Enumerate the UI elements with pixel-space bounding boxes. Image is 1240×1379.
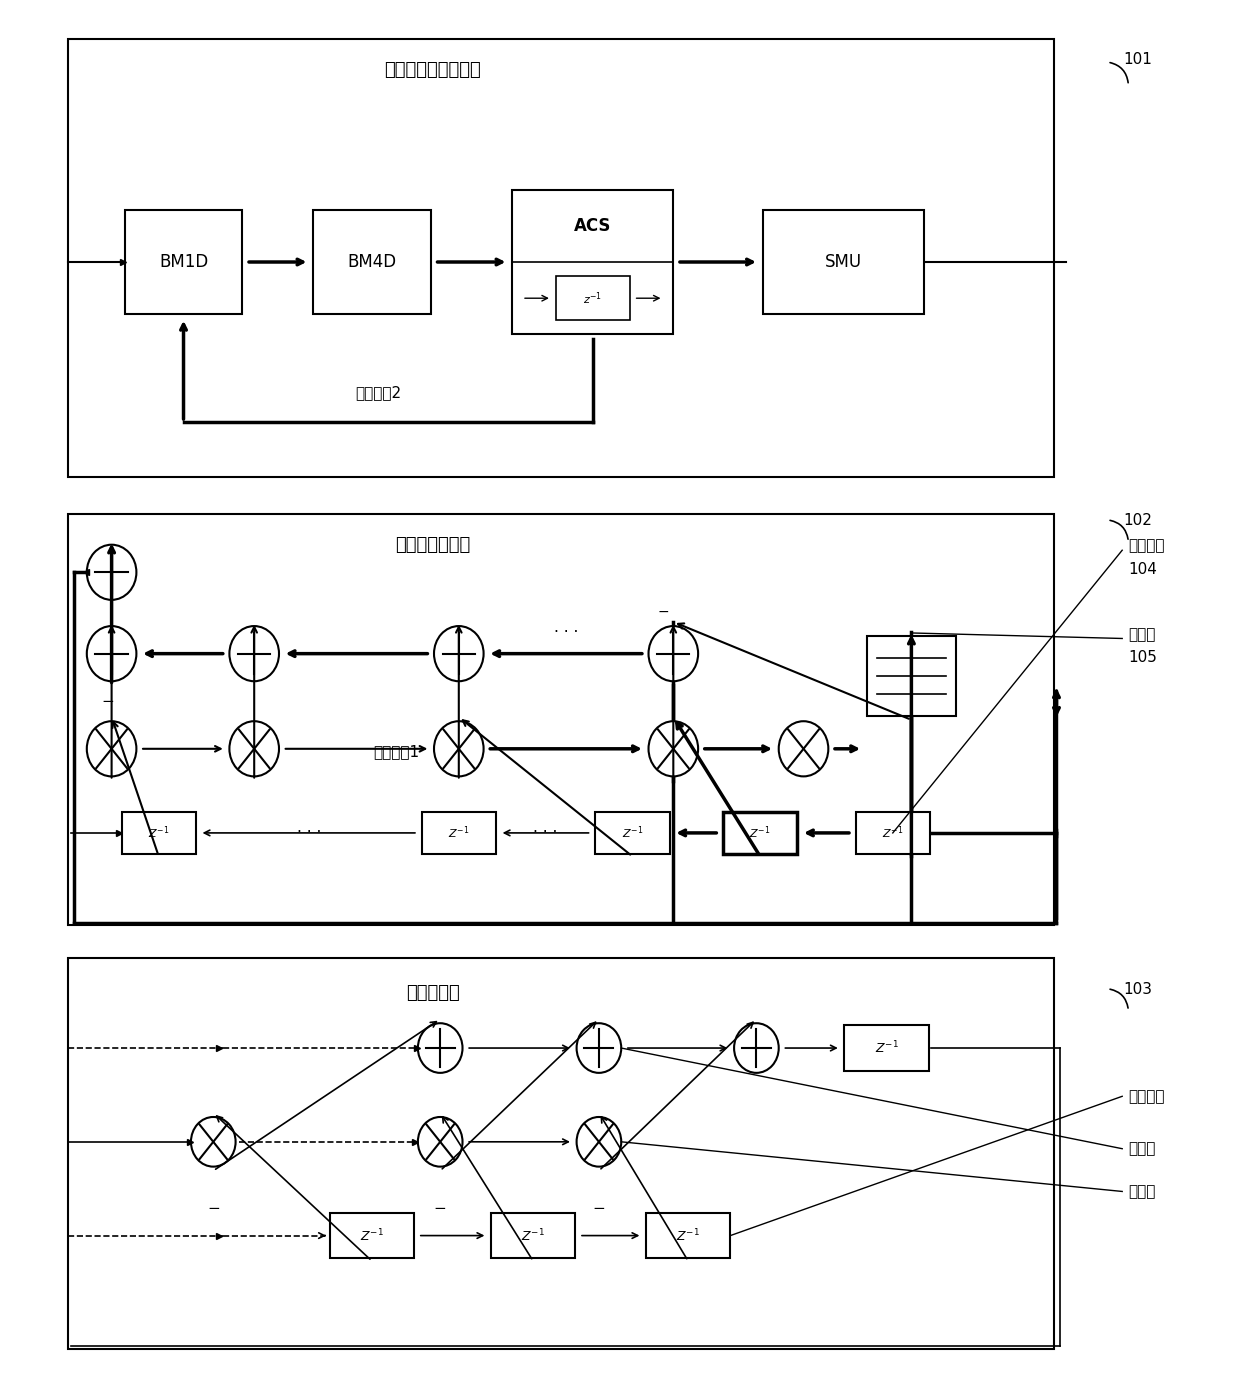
Text: 103: 103 [1123,982,1152,997]
Text: 104: 104 [1128,563,1157,576]
Ellipse shape [649,626,698,681]
Ellipse shape [434,626,484,681]
Bar [124,210,242,313]
Text: $Z^{-1}$: $Z^{-1}$ [874,1040,899,1056]
Ellipse shape [418,1023,463,1073]
Text: −: − [207,1201,219,1215]
Bar [763,210,924,313]
Text: 并行判决反馈解码器: 并行判决反馈解码器 [384,61,481,80]
Ellipse shape [779,721,828,776]
Text: 判决器: 判决器 [1128,627,1156,641]
Text: 加法器: 加法器 [1128,1142,1156,1156]
Text: $Z^{-1}$: $Z^{-1}$ [448,825,470,841]
Text: 105: 105 [1128,651,1157,665]
Text: −: − [102,695,114,709]
Text: $Z^{-1}$: $Z^{-1}$ [882,825,904,841]
Text: $Z^{-1}$: $Z^{-1}$ [621,825,644,841]
Bar [646,1214,730,1259]
Bar [844,1026,929,1071]
Bar [512,189,673,335]
Bar [422,812,496,854]
Text: −: − [593,1201,605,1215]
Text: $z^{-1}$: $z^{-1}$ [583,290,603,306]
Ellipse shape [649,721,698,776]
Text: SMU: SMU [825,252,862,272]
Ellipse shape [734,1023,779,1073]
Bar [68,958,1054,1349]
Bar [330,1214,414,1259]
Text: −: − [657,605,670,619]
Text: 乘法器: 乘法器 [1128,1185,1156,1198]
Text: 102: 102 [1123,513,1152,528]
Text: BM1D: BM1D [159,252,208,272]
Bar [491,1214,575,1259]
Text: 判决反馈均衡器: 判决反馈均衡器 [396,535,470,554]
Bar [122,812,196,854]
Ellipse shape [577,1023,621,1073]
Text: 延时单元: 延时单元 [1128,539,1164,553]
Ellipse shape [229,721,279,776]
Text: $Z^{-1}$: $Z^{-1}$ [521,1227,546,1244]
Bar [68,39,1054,477]
Ellipse shape [434,721,484,776]
Ellipse shape [229,626,279,681]
Ellipse shape [577,1117,621,1167]
Ellipse shape [87,721,136,776]
Text: −: − [434,1201,446,1215]
Text: $Z^{-1}$: $Z^{-1}$ [676,1227,701,1244]
Bar [68,514,1054,925]
Text: BM4D: BM4D [347,252,397,272]
Bar [595,812,670,854]
Text: · · ·: · · · [533,826,558,840]
Bar [556,276,630,320]
Text: 101: 101 [1123,52,1152,68]
Text: · · ·: · · · [554,626,578,640]
Text: 延时单元: 延时单元 [1128,1089,1164,1103]
Bar [856,812,930,854]
Bar [723,812,797,854]
Ellipse shape [87,626,136,681]
Ellipse shape [191,1117,236,1167]
Ellipse shape [418,1117,463,1167]
Text: · · ·: · · · [296,826,321,840]
Text: $Z^{-1}$: $Z^{-1}$ [749,825,771,841]
Text: 关键路径1: 关键路径1 [373,745,420,758]
Text: 前馈均衡器: 前馈均衡器 [405,983,460,1003]
Text: $Z^{-1}$: $Z^{-1}$ [360,1227,384,1244]
Bar [312,210,432,313]
Bar [867,636,956,716]
Text: $Z^{-1}$: $Z^{-1}$ [148,825,170,841]
Text: ACS: ACS [574,217,611,234]
Text: 关键路径2: 关键路径2 [355,386,402,400]
Ellipse shape [87,545,136,600]
